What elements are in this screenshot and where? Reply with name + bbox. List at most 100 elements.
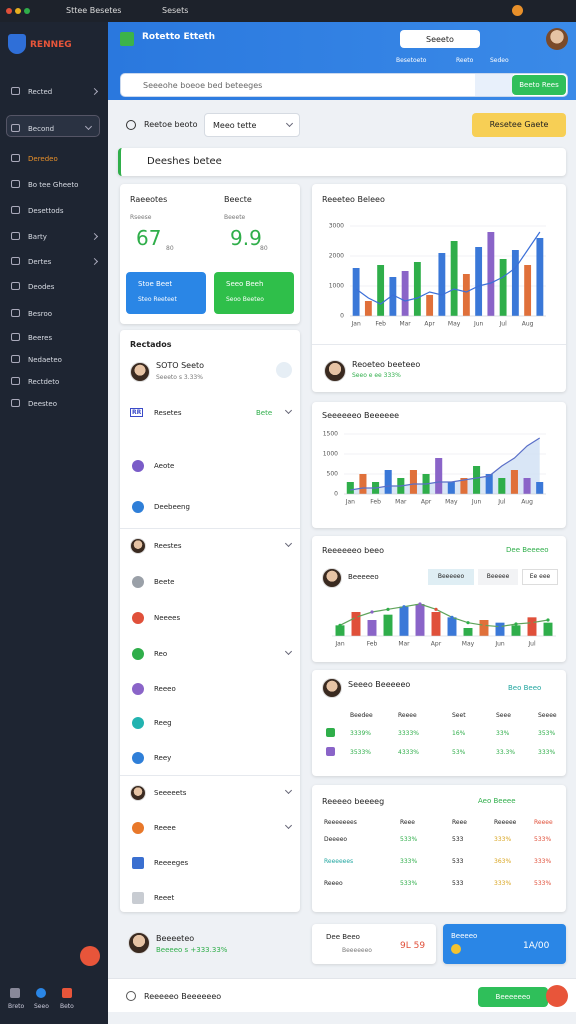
item-label[interactable]: Aeote	[154, 462, 175, 470]
nav-item[interactable]: Desettods	[28, 207, 64, 215]
nav-item[interactable]: Beeres	[28, 334, 53, 342]
fab[interactable]	[80, 946, 100, 966]
nav-icon	[11, 180, 20, 188]
stat-card: Beeeeo 1A/00	[443, 924, 566, 964]
brand: RENNEG	[30, 40, 72, 50]
kpi-label: Beecte	[224, 195, 252, 204]
item-label[interactable]: Reey	[154, 754, 172, 762]
kpi-sub: Rseese	[130, 214, 152, 221]
cell: 53%	[452, 749, 466, 756]
person-name: Reoeteo beeteeo	[352, 360, 421, 369]
column-header: Reee	[452, 819, 467, 826]
link[interactable]: Aeo Beeee	[478, 797, 516, 805]
nav-item[interactable]: Barty	[28, 233, 47, 241]
link[interactable]: Dee Beeeeo	[506, 546, 549, 554]
person-name: SOTO Seeto	[156, 361, 205, 370]
item-label[interactable]: Reo	[154, 650, 168, 658]
item-label[interactable]: Reeet	[154, 894, 175, 902]
tab[interactable]: Beeeee	[478, 569, 518, 585]
nav-icon	[11, 124, 20, 132]
nav-icon	[11, 377, 20, 385]
item-icon	[132, 822, 144, 834]
nav-item[interactable]: Dertes	[28, 258, 52, 266]
person-name: Beeeeeo	[348, 573, 379, 581]
item-label[interactable]: Neeees	[154, 614, 181, 622]
item-label[interactable]: Reeeo	[154, 685, 176, 693]
person-name: Seeeo Beeeeeo	[348, 680, 411, 689]
bottom-button[interactable]: Beeeeeeo	[478, 987, 548, 1007]
person-sub: Seeo e ee 333%	[352, 372, 401, 379]
chart-title: Seeeeeeo Beeeeee	[322, 411, 400, 420]
search-bar[interactable]: Seeeohe boeoe bed beteeges	[120, 73, 568, 97]
link[interactable]: Beo Beeo	[508, 684, 542, 692]
row-icon	[326, 747, 335, 756]
nav-item[interactable]: Deesteo	[28, 400, 57, 408]
search-button[interactable]: Beeto Rees	[512, 75, 566, 95]
tab[interactable]: Sesets	[162, 6, 189, 15]
item-avatar	[130, 785, 146, 801]
table-card: Reeeeo beeeeg Aeo Beeee Reeeeeees Reee Ree…	[312, 785, 566, 912]
cell: 533	[452, 836, 464, 843]
item-label[interactable]: Seeeeets	[154, 789, 187, 797]
footer-label[interactable]: Breto	[8, 1003, 25, 1010]
nav-item[interactable]: Besroo	[28, 310, 53, 318]
column-header: Reeeee	[494, 819, 517, 826]
cell: 33%	[496, 730, 510, 737]
item-label[interactable]: Beete	[154, 578, 175, 586]
cell: 333%	[538, 749, 556, 756]
header-link[interactable]: Besetoeto	[396, 57, 427, 64]
item-label[interactable]: Reeg	[154, 719, 172, 727]
cell: 333%	[494, 836, 512, 843]
search-placeholder: Seeeohe boeoe bed beteeges	[143, 81, 263, 90]
item-icon	[132, 892, 144, 904]
action-button[interactable]: Resetee Gaete	[472, 113, 566, 137]
header-link[interactable]: Reeto	[456, 57, 474, 64]
item-label[interactable]: Resetes	[154, 409, 182, 417]
chevron	[284, 406, 293, 415]
footer-label[interactable]: Beto	[60, 1003, 74, 1010]
chevron	[284, 539, 293, 548]
nav-item[interactable]: Nedaeteo	[28, 356, 62, 364]
item-icon	[132, 576, 144, 588]
tab[interactable]: Ee eee	[522, 569, 558, 585]
cell: 533%	[534, 880, 552, 887]
nav-item[interactable]: Deodes	[28, 283, 55, 291]
header-link[interactable]: Sedeo	[490, 57, 509, 64]
nav-icon	[11, 87, 20, 95]
chevron	[284, 647, 293, 656]
chevron	[284, 821, 293, 830]
kpi-card: Raeeotes Rseese 67 80 Beecte Beeete 9.9 80 Stoe …	[120, 184, 300, 324]
item-icon	[132, 648, 144, 660]
cell: 16%	[452, 730, 466, 737]
nav-item[interactable]: Rectdeto	[28, 378, 60, 386]
kpi-label: Raeeotes	[130, 195, 168, 204]
nav-item[interactable]: Rected	[28, 88, 53, 96]
item-label[interactable]: Reestes	[154, 542, 182, 550]
item-label[interactable]: Deebeeng	[154, 503, 190, 511]
nav-icon	[11, 232, 20, 240]
kpi-button[interactable]: Seeo Beeh Seoo Beeteo	[214, 272, 294, 314]
button-label: Seeo Beeh	[226, 280, 264, 288]
nav-item[interactable]: Becond	[28, 125, 55, 133]
chevron	[284, 786, 293, 795]
item-label[interactable]: Reeeeges	[154, 859, 189, 867]
tab[interactable]: Beeeeeo	[428, 569, 474, 585]
nav-icon	[11, 257, 20, 265]
kpi-unit: 80	[260, 245, 268, 252]
nav-item[interactable]: Deredeo	[28, 155, 58, 163]
column-header: Reeeeeees	[324, 819, 357, 826]
user-box[interactable]: Seeeto	[400, 30, 480, 48]
cell: 333%	[534, 858, 552, 865]
list-card: Rectados SOTO Seeto Seeeto s 3.33% RR Res…	[120, 330, 300, 912]
nav-icon	[11, 333, 20, 341]
cell: Reeeo	[324, 880, 343, 887]
bottom-bar: Reeeeeo Beeeeeeo Beeeeeeo	[108, 978, 576, 1012]
cell: 353%	[538, 730, 556, 737]
tab[interactable]: Sttee Besetes	[66, 6, 122, 15]
footer-label[interactable]: Seeo	[34, 1003, 49, 1010]
select[interactable]: Meeo tette	[204, 113, 300, 137]
item-label[interactable]: Reeee	[154, 824, 176, 832]
kpi-button[interactable]: Stoe Beet Steo Reeteet	[126, 272, 206, 314]
nav-item[interactable]: Bo tee Gheeto	[28, 181, 79, 189]
